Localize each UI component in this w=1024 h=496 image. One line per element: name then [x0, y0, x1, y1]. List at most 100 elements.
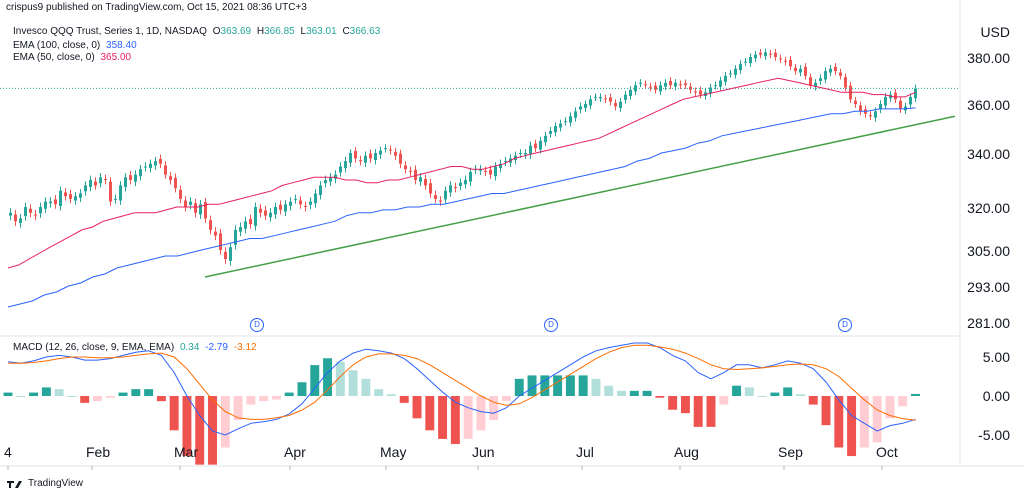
candle-body [389, 149, 392, 151]
candle-body [374, 153, 377, 161]
candle-body [164, 165, 167, 175]
macd-histogram-bar [847, 396, 857, 457]
macd-histogram-bar [105, 396, 115, 398]
low-label: L [300, 26, 307, 37]
macd-histogram-bar [489, 396, 499, 421]
candle-body [914, 88, 917, 99]
candle-body [804, 66, 807, 76]
macd-label: MACD (12, 26, close, 9, EMA, EMA) [13, 342, 175, 353]
candle-body [79, 193, 82, 198]
macd-histogram-bar [233, 396, 243, 421]
candle-body [449, 185, 452, 193]
macd-histogram-bar [259, 396, 269, 402]
high-label: H [256, 26, 265, 37]
candle-body [354, 151, 357, 159]
candle-body [109, 181, 112, 202]
candle-body [594, 96, 597, 98]
macd-histogram-bar [834, 396, 844, 448]
macd-histogram-bar [821, 396, 831, 426]
dividend-badge-sep[interactable]: D [838, 318, 852, 332]
macd-histogram-bar [514, 378, 524, 396]
candle-body [894, 92, 897, 100]
price-tick-281: 281.00 [967, 315, 1010, 331]
macd-histogram-bar [565, 375, 575, 396]
candle-body [39, 207, 42, 214]
candle-body [104, 178, 107, 180]
candle-body [759, 52, 762, 55]
candle-body [529, 145, 532, 155]
candle-body [664, 82, 667, 87]
candle-body [764, 52, 767, 57]
macd-histogram-bar [795, 394, 805, 396]
candle-body [49, 201, 52, 204]
candle-body [174, 177, 177, 189]
ema100-label: EMA (100, close, 0) [13, 40, 101, 51]
candle-body [834, 66, 837, 72]
macd-histogram-bar [553, 375, 563, 396]
candle-body [19, 218, 22, 224]
candle-body [654, 85, 657, 90]
candle-body [289, 201, 292, 206]
price-tick-360: 360.00 [967, 97, 1010, 113]
macd-histogram-bar [693, 396, 703, 427]
candle-body [674, 82, 677, 87]
dividend-badge-jun[interactable]: D [544, 318, 558, 332]
candle-body [444, 190, 447, 200]
tradingview-brand[interactable]: TradingView [6, 478, 83, 489]
macd-hist-value: 0.34 [179, 342, 200, 353]
price-tick-293: 293.00 [967, 279, 1010, 295]
macd-histogram-bar [169, 396, 179, 431]
support-trendline [204, 115, 956, 278]
macd-histogram-bar [271, 396, 281, 400]
candle-body [29, 208, 32, 213]
macd-histogram-bar [591, 378, 601, 396]
candle-body [464, 180, 467, 185]
macd-histogram-bar [911, 393, 920, 396]
candle-body [624, 94, 627, 100]
candle-body [304, 205, 307, 207]
candle-body [709, 87, 712, 94]
candle-body [859, 105, 862, 112]
candle-body [584, 104, 587, 108]
candle-body [324, 180, 327, 184]
candle-body [284, 204, 287, 212]
candle-body [574, 111, 577, 118]
candle-body [694, 91, 697, 93]
candle-body [219, 233, 222, 250]
candle-body [899, 100, 902, 109]
candle-body [619, 101, 622, 108]
candle-body [269, 212, 272, 218]
macd-histogram-bar [284, 392, 294, 396]
month-label-apr: Apr [284, 444, 306, 460]
candle-body [539, 140, 542, 150]
candle-body [399, 153, 402, 164]
macd-histogram-bar [144, 389, 154, 396]
candle-body [794, 67, 797, 72]
macd-histogram-bar [438, 396, 448, 439]
candle-body [719, 80, 722, 87]
macd-histogram-bar [604, 385, 614, 396]
candle-body [254, 207, 257, 226]
candle-body [244, 221, 247, 229]
candle-body [169, 176, 172, 180]
candle-body [534, 143, 537, 149]
ema100-line [7, 107, 916, 308]
macd-histogram-bar [246, 396, 256, 405]
month-label-may: May [380, 444, 407, 460]
macd-histogram-bar [54, 389, 64, 396]
candle-body [249, 219, 252, 225]
candle-body [349, 153, 352, 163]
candle-body [439, 200, 442, 202]
dividend-badge-mar[interactable]: D [250, 318, 264, 332]
candle-body [569, 116, 572, 123]
candle-body [379, 150, 382, 155]
high-value: 366.85 [264, 26, 295, 37]
macd-histogram-bar [642, 390, 652, 396]
ema50-label: EMA (50, close, 0) [13, 52, 95, 63]
candle-body [319, 185, 322, 196]
candle-body [419, 177, 422, 182]
month-label-jul: Jul [576, 444, 594, 460]
open-label: O [212, 26, 221, 37]
ema50-legend: EMA (50, close, 0) 365.00 [13, 52, 131, 63]
